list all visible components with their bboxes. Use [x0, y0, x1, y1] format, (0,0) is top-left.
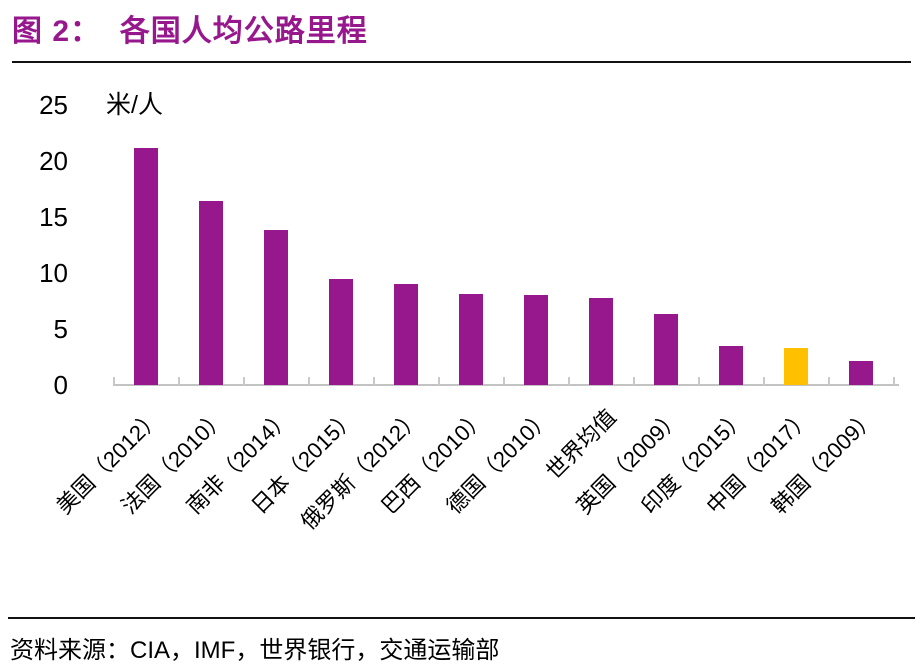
y-axis-unit-label: 米/人	[106, 91, 163, 119]
x-axis-tick	[828, 377, 830, 385]
chart-bar	[653, 314, 678, 385]
x-axis-tick	[698, 377, 700, 385]
top-divider	[12, 61, 911, 63]
chart-bar	[848, 361, 873, 385]
x-axis-tick	[893, 377, 895, 385]
x-axis-tick	[633, 377, 635, 385]
x-axis-tick	[308, 377, 310, 385]
y-axis-tick-label: 10	[39, 258, 68, 288]
chart-bar	[328, 279, 353, 385]
chart-bar	[263, 230, 288, 385]
bottom-divider	[8, 617, 915, 619]
y-axis-tick-label: 15	[39, 202, 68, 232]
x-axis-tick	[568, 377, 570, 385]
x-axis-tick	[178, 377, 180, 385]
y-axis-tick-label: 5	[53, 314, 68, 344]
y-axis-tick-label: 0	[53, 370, 68, 400]
x-axis-line	[113, 384, 899, 386]
figure-title: 图 2： 各国人均公路里程	[12, 15, 368, 48]
chart-bar	[783, 348, 808, 385]
chart-bar	[133, 148, 158, 385]
chart-bar	[523, 295, 548, 385]
chart-bar	[718, 346, 743, 385]
chart-bar	[393, 284, 418, 385]
chart-bar	[198, 201, 223, 385]
x-axis-tick	[373, 377, 375, 385]
y-axis-tick-label: 25	[39, 90, 68, 120]
y-axis-tick-label: 20	[39, 146, 68, 176]
x-axis-tick	[243, 377, 245, 385]
chart-bar	[458, 294, 483, 385]
x-axis-tick	[503, 377, 505, 385]
x-axis-tick	[438, 377, 440, 385]
chart-bar	[588, 298, 613, 385]
x-axis-tick	[113, 377, 115, 385]
x-axis-tick	[763, 377, 765, 385]
source-note: 资料来源：CIA，IMF，世界银行，交通运输部	[10, 637, 500, 664]
